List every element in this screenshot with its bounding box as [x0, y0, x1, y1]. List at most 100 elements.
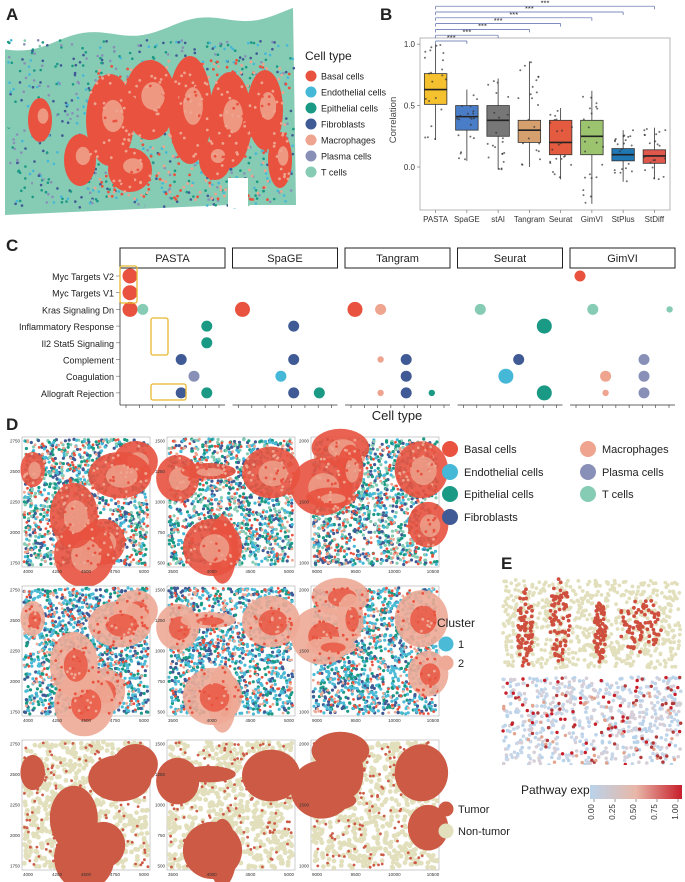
- tissue-cell: [204, 150, 208, 154]
- jitter-point: [584, 150, 587, 153]
- tissue-cell: [268, 51, 272, 55]
- jitter-point: [627, 162, 630, 165]
- tissue-cell: [46, 522, 50, 525]
- tissue-cell: [34, 554, 38, 557]
- tissue-cell: [271, 40, 274, 44]
- tissue-cell: [23, 510, 27, 514]
- tissue-cell: [221, 155, 225, 159]
- tissue-cell: [205, 128, 209, 132]
- tissue-cell: [119, 84, 123, 88]
- tissue-cell: [115, 526, 119, 530]
- jitter-point: [424, 97, 427, 100]
- tissue-cell: [78, 61, 82, 64]
- dot: [666, 306, 673, 313]
- tissue-cell: [14, 92, 17, 96]
- tissue-cell: [252, 71, 256, 75]
- tissue-cell: [173, 196, 176, 200]
- tissue-cell: [143, 149, 147, 152]
- sig-stars: ***: [525, 4, 534, 13]
- tissue-cell: [232, 106, 236, 110]
- tissue-cell: [127, 133, 131, 136]
- jitter-point: [559, 142, 562, 145]
- tissue-cell: [111, 456, 115, 460]
- jitter-point: [549, 121, 552, 124]
- tissue-cell: [235, 454, 239, 458]
- tissue-cell: [244, 139, 248, 143]
- tissue-cell: [252, 544, 256, 548]
- tissue-cell: [99, 46, 102, 49]
- tissue-cell: [70, 43, 74, 46]
- tissue-cell: [38, 533, 42, 537]
- tissue-cell: [234, 476, 238, 480]
- tissue-cell: [139, 545, 143, 549]
- tissue-cell: [239, 91, 243, 95]
- tissue-cell: [153, 45, 157, 49]
- tissue-cell: [359, 530, 363, 534]
- tissue-cell: [83, 451, 86, 455]
- tissue-cell: [261, 510, 265, 514]
- facet-strip: [232, 247, 338, 269]
- tissue-cell: [117, 559, 121, 563]
- tissue-cell: [261, 492, 264, 496]
- tissue-cell: [105, 40, 108, 43]
- tissue-cell: [77, 453, 82, 457]
- facet-strip: [457, 247, 563, 269]
- tissue-cell: [73, 492, 77, 495]
- tissue-cell: [258, 193, 261, 197]
- tissue-cell: [23, 542, 27, 546]
- tissue-cell: [249, 526, 253, 530]
- tissue-cell: [47, 192, 50, 196]
- tissue-cell: [31, 169, 35, 173]
- tissue-cell: [273, 477, 276, 481]
- tissue-cell: [62, 560, 65, 564]
- tissue-cell: [128, 185, 132, 189]
- tissue-cell: [225, 110, 229, 114]
- tissue-cell: [271, 89, 275, 93]
- tissue-cell: [241, 495, 245, 499]
- jitter-point: [502, 160, 505, 163]
- tissue-cell: [66, 103, 70, 107]
- tissue-cell: [102, 106, 106, 110]
- tissue-cell: [98, 445, 102, 449]
- tissue-cell: [181, 46, 185, 49]
- tissue-cell: [260, 528, 264, 532]
- jitter-point: [426, 136, 429, 139]
- tissue-cell: [79, 481, 83, 485]
- tissue-cell: [102, 40, 106, 43]
- tissue-cell: [177, 41, 180, 44]
- jitter-point: [523, 64, 526, 67]
- jitter-point: [627, 135, 630, 138]
- macrophage-region: [102, 99, 124, 133]
- tissue-cell: [255, 52, 258, 55]
- tissue-cell: [291, 57, 295, 61]
- tissue-cell: [248, 104, 252, 108]
- macrophage-region: [37, 108, 49, 124]
- tissue-cell: [215, 73, 219, 77]
- tissue-cell: [81, 468, 85, 472]
- dot: [288, 320, 300, 332]
- dot: [377, 356, 384, 363]
- tissue-cell: [98, 501, 102, 505]
- tissue-cell: [241, 141, 244, 145]
- tissue-cell: [145, 530, 149, 535]
- tissue-cell: [275, 145, 279, 149]
- tissue-cell: [272, 132, 276, 135]
- tissue-cell: [75, 478, 79, 482]
- tissue-cell: [46, 159, 50, 163]
- tissue-cell: [203, 81, 207, 85]
- tissue-cell: [273, 141, 276, 145]
- tissue-cell: [401, 498, 405, 502]
- tissue-cell: [214, 529, 218, 532]
- tissue-cell: [226, 445, 230, 450]
- tissue-cell: [127, 117, 130, 121]
- tissue-cell: [273, 542, 277, 546]
- jitter-point: [655, 133, 658, 136]
- jitter-point: [632, 129, 634, 132]
- tissue-cell: [115, 196, 118, 200]
- dot: [288, 387, 300, 399]
- tissue-cell: [102, 141, 106, 145]
- jitter-point: [457, 134, 460, 137]
- tissue-cell: [28, 533, 32, 537]
- tissue-cell: [42, 177, 45, 181]
- tissue-cell: [97, 72, 100, 75]
